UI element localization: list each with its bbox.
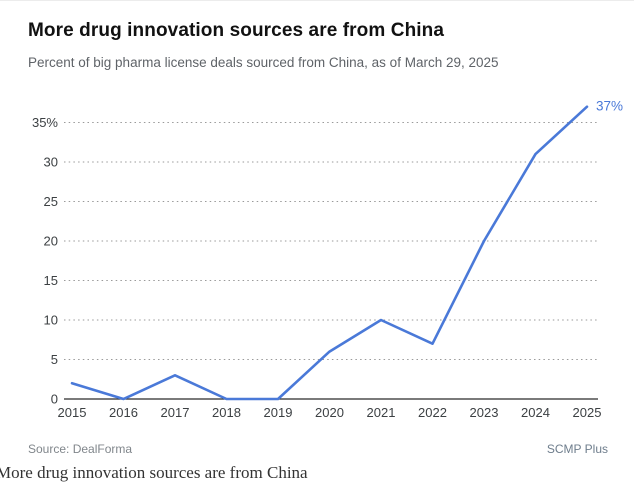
- card-footer: Source: DealForma SCMP Plus: [28, 442, 608, 456]
- source-label: Source: DealForma: [28, 442, 133, 456]
- chart-subtitle: Percent of big pharma license deals sour…: [28, 55, 499, 70]
- y-axis-label: 0: [51, 392, 58, 407]
- x-axis-label: 2016: [109, 405, 138, 420]
- x-axis-label: 2022: [418, 405, 447, 420]
- x-axis-label: 2021: [367, 405, 396, 420]
- brand-label: SCMP Plus: [546, 442, 608, 456]
- x-axis-label: 2015: [58, 405, 87, 420]
- x-axis-label: 2020: [315, 405, 344, 420]
- y-axis-label: 30: [44, 155, 58, 170]
- chart-card: More drug innovation sources are from Ch…: [0, 0, 634, 456]
- y-axis-label: 15: [44, 273, 58, 288]
- caption-area: More drug innovation sources are from Ch…: [0, 459, 634, 494]
- x-axis-label: 2018: [212, 405, 241, 420]
- y-axis-label: 5: [51, 352, 58, 367]
- end-value-annotation: 37%: [596, 99, 623, 114]
- y-axis-label: 25: [44, 194, 58, 209]
- y-axis-label: 10: [44, 313, 58, 328]
- x-axis-label: 2017: [161, 405, 190, 420]
- x-axis-label: 2024: [521, 405, 550, 420]
- y-axis-label: 35%: [32, 115, 58, 130]
- chart-title: More drug innovation sources are from Ch…: [28, 20, 445, 41]
- x-axis-label: 2019: [264, 405, 293, 420]
- x-axis-label: 2023: [470, 405, 499, 420]
- page-caption: More drug innovation sources are from Ch…: [0, 463, 308, 482]
- data-line: [70, 105, 589, 401]
- y-axis-label: 20: [44, 234, 58, 249]
- x-axis-label: 2025: [573, 405, 602, 420]
